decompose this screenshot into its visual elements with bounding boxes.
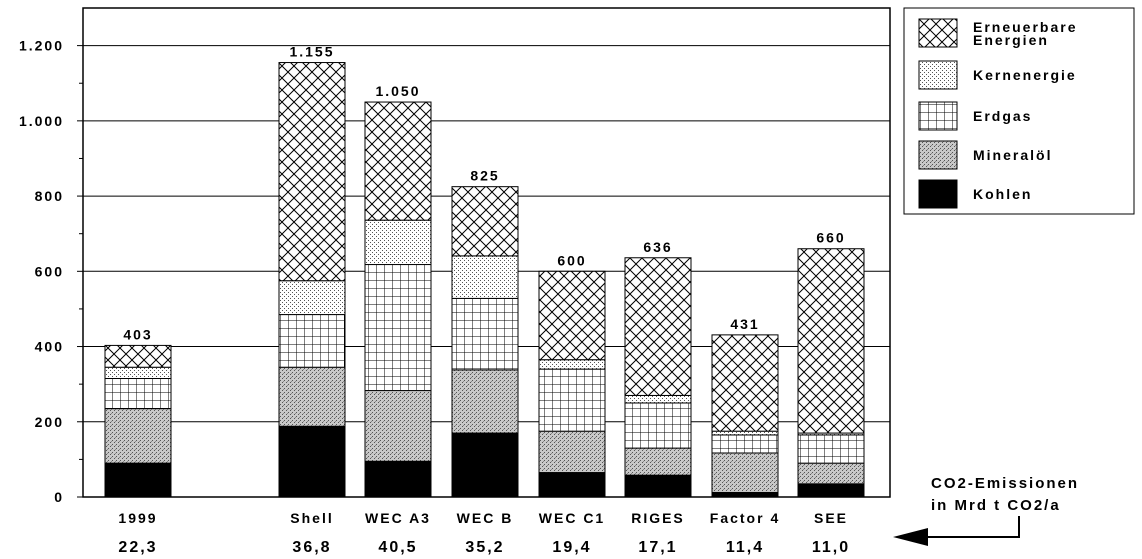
x-category-label: Shell [290,510,333,526]
bar-segment [104,462,172,498]
bar-segment [797,483,865,498]
bar-segment [624,447,692,476]
legend-label: Energien [973,32,1049,48]
co2-value-label: 40,5 [378,539,417,556]
x-category-label: WEC A3 [365,510,431,526]
co2-arrow-connector [925,516,1020,538]
bar-total-label: 825 [470,168,499,184]
category-labels: 403 1999 22,3 1.155 Shell 36,8 1.050 WEC A3 40,5… [118,44,850,556]
y-tick-label: 1.200 [19,38,64,54]
x-category-label: WEC B [457,510,514,526]
legend-swatch [918,140,958,170]
bar-segment [711,491,779,498]
bar-segment [538,270,606,361]
bar-total-label: 1.050 [375,83,420,99]
co2-value-label: 17,1 [638,539,677,556]
bar-segment [624,394,692,404]
bar-total-label: 431 [730,316,759,332]
bar-segment [278,314,346,368]
bar-segment [538,359,606,370]
legend-label: Kohlen [973,186,1032,202]
bar-total-label: 600 [557,252,586,268]
x-category-label: Factor 4 [710,510,780,526]
y-axis: 0 200 400 600 800 1.000 1.200 [19,38,83,505]
legend-swatch [918,18,958,48]
legend-label: Mineralöl [973,147,1052,163]
x-category-label: WEC C1 [539,510,605,526]
bar-segment [364,101,432,221]
bar-total-label: 403 [123,326,152,342]
bar-total-label: 636 [643,239,672,255]
y-tick-label: 1.000 [19,113,64,129]
bar-segment [104,366,172,380]
bar-total-label: 660 [816,230,845,246]
co2-value-label: 35,2 [465,539,504,556]
co2-label-line1: CO2-Emissionen [931,475,1079,492]
legend-swatch [918,60,958,90]
bar-segment [451,255,519,299]
bar-segment [364,219,432,266]
legend-label: Erdgas [973,108,1032,124]
y-tick-label: 800 [35,188,64,204]
bar-segment [278,425,346,498]
bar-segment [104,408,172,464]
bar-segment [797,248,865,434]
y-tick-label: 200 [35,414,64,430]
bar-segment [364,264,432,392]
co2-value-label: 22,3 [118,539,157,556]
bar-segment [797,434,865,464]
legend-label: Erneuerbare [973,19,1077,35]
bar-segment [451,432,519,498]
y-tick-label: 400 [35,339,64,355]
bars [104,62,865,498]
co2-value-label: 36,8 [292,539,331,556]
bar-segment [624,402,692,449]
bar-segment [451,186,519,257]
bar-segment [451,369,519,434]
co2-arrow-head [893,528,928,546]
bar-segment [711,430,779,436]
legend-swatch [918,179,958,209]
bar-segment [538,472,606,498]
bar-segment [104,378,172,410]
bar-segment [104,344,172,368]
x-category-label: SEE [814,510,848,526]
bar-total-label: 1.155 [289,44,334,60]
bar-segment [624,474,692,498]
bar-segment [711,334,779,432]
co2-label-line2: in Mrd t CO2/a [931,497,1061,514]
bar-segment [278,62,346,282]
bar-segment [538,430,606,474]
bar-segment [711,452,779,493]
bar-segment [797,462,865,485]
bar-segment [278,366,346,427]
legend-label: Kernenergie [973,67,1077,83]
co2-value-label: 19,4 [552,539,591,556]
bar-segment [278,280,346,316]
co2-value-label: 11,4 [726,539,764,556]
bar-segment [451,297,519,371]
co2-value-label: 11,0 [812,539,850,556]
bar-segment [624,257,692,396]
co2-annotation: CO2-Emissionen in Mrd t CO2/a [893,475,1079,546]
bar-segment [711,434,779,454]
x-category-label: RIGES [631,510,685,526]
y-tick-label: 600 [35,263,64,279]
y-tick-label: 0 [54,489,64,505]
bar-segment [364,390,432,462]
bar-segment [364,460,432,498]
x-category-label: 1999 [118,510,157,526]
legend-swatch [918,101,958,131]
bar-segment [538,368,606,432]
